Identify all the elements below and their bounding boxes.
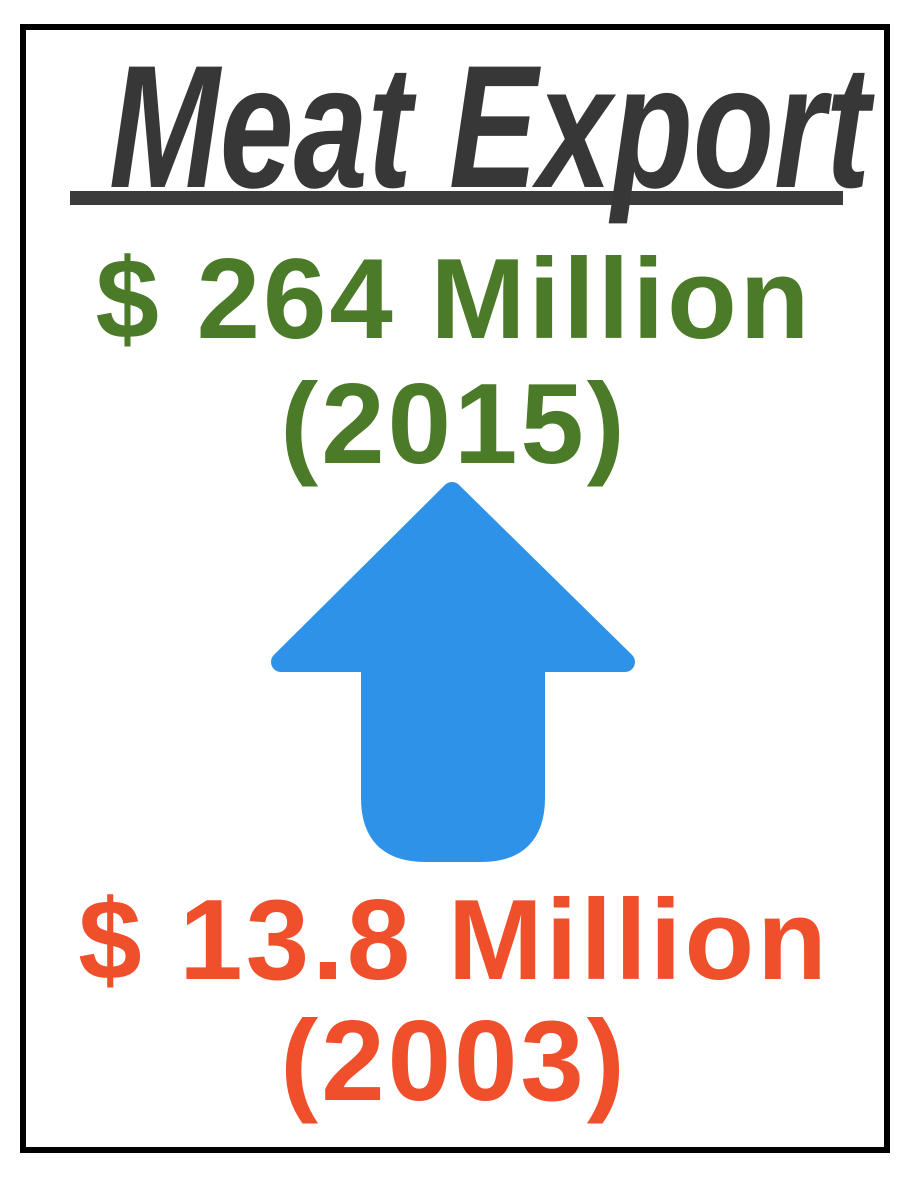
title-underline xyxy=(70,191,843,205)
page-title: Meat Export xyxy=(108,30,871,225)
value-2003-year: (2003) xyxy=(280,998,628,1125)
value-2003-amount: $ 13.8 Million xyxy=(78,877,830,1004)
up-arrow-icon xyxy=(267,480,637,865)
value-2015-amount: $ 264 Million xyxy=(95,236,813,363)
frame-border xyxy=(20,24,890,1153)
value-2015-year: (2015) xyxy=(280,361,628,488)
